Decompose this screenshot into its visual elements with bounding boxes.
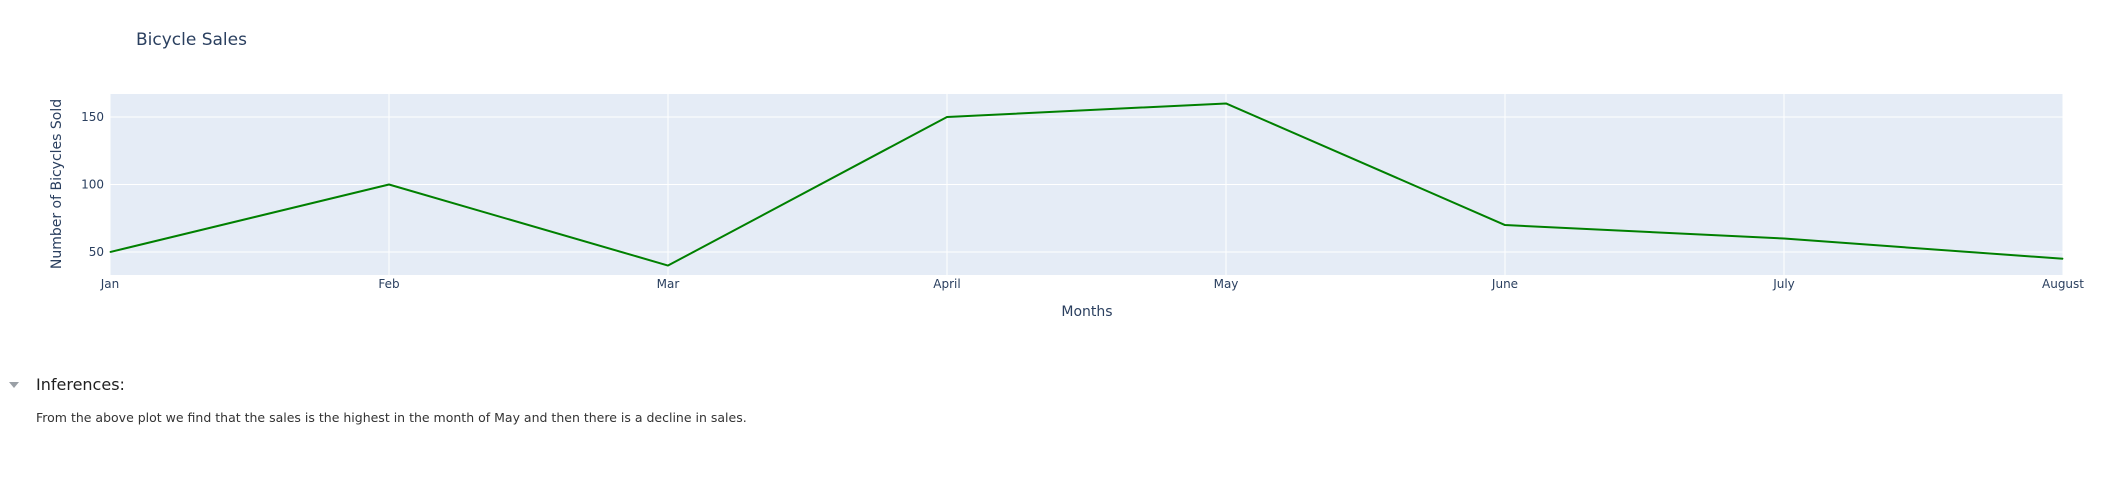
x-tick-label: June	[1491, 277, 1518, 291]
x-tick-labels: Jan Feb Mar April May June July August	[100, 277, 2085, 291]
y-tick-label: 150	[81, 110, 104, 124]
series-layer	[109, 102, 2064, 267]
y-tick-label: 50	[89, 245, 104, 259]
bicycle-sales-chart: Bicycle Sales Jan Feb Mar April May June July A…	[49, 30, 2085, 320]
x-tick-label: Jan	[100, 277, 120, 291]
x-tick-label: April	[933, 277, 960, 291]
data-point	[1225, 102, 1227, 104]
inferences-text: From the above plot we find that the sal…	[36, 410, 747, 425]
y-tick-labels: 50 100 150	[81, 110, 104, 259]
x-tick-label: Mar	[657, 277, 680, 291]
x-axis-title: Months	[1061, 304, 1112, 320]
x-tick-label: July	[1772, 277, 1795, 291]
data-point	[667, 265, 669, 267]
data-point	[2062, 258, 2064, 260]
y-axis-title: Number of Bicycles Sold	[49, 99, 65, 269]
data-point	[388, 184, 390, 185]
collapse-caret-icon[interactable]	[9, 382, 19, 388]
data-point	[109, 251, 111, 253]
y-tick-label: 100	[81, 178, 104, 192]
inferences-heading: Inferences:	[36, 375, 125, 394]
data-point	[1783, 238, 1785, 240]
chart-title: Bicycle Sales	[136, 30, 247, 50]
data-point	[946, 116, 948, 118]
x-tick-label: May	[1214, 277, 1239, 291]
x-tick-label: August	[2042, 277, 2084, 291]
y-gridlines	[110, 116, 2063, 253]
x-tick-label: Feb	[378, 277, 399, 291]
data-point	[1504, 224, 1506, 226]
series-line	[109, 102, 2064, 267]
